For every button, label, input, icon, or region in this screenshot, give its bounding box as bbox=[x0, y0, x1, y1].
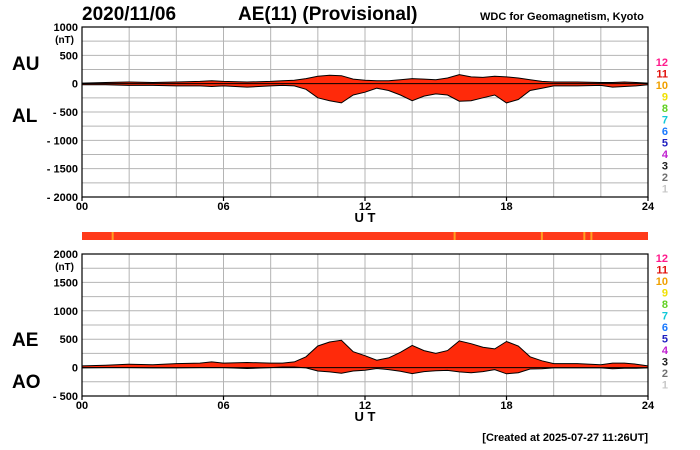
series-fill-ae-ao bbox=[82, 340, 648, 374]
data-source: WDC for Geomagnetism, Kyoto bbox=[480, 11, 644, 23]
legend-item-8: 8 bbox=[662, 299, 668, 311]
unit-label: (nT) bbox=[55, 262, 74, 273]
y-tick-label: 1000 bbox=[54, 22, 78, 34]
y-tick-label: 1000 bbox=[54, 306, 78, 318]
x-tick-label: 12 bbox=[359, 201, 371, 213]
ao-label: AO bbox=[12, 372, 41, 393]
y-tick-label: 500 bbox=[60, 50, 78, 62]
legend-item-7: 7 bbox=[662, 311, 668, 323]
created-timestamp: [Created at 2025-07-27 11:26UT] bbox=[482, 432, 648, 444]
x-tick-label: 18 bbox=[500, 400, 512, 412]
y-tick-label: 0 bbox=[72, 363, 78, 375]
x-tick-label: 06 bbox=[217, 400, 229, 412]
x-tick-label: 12 bbox=[359, 400, 371, 412]
legend-item-7: 7 bbox=[662, 115, 668, 127]
x-tick-label: 00 bbox=[76, 201, 88, 213]
legend-item-10: 10 bbox=[656, 80, 668, 92]
quality-marker bbox=[583, 232, 586, 240]
y-tick-label: - 2000 bbox=[47, 192, 78, 204]
x-axis-label: U T bbox=[355, 409, 376, 424]
x-tick-label: 18 bbox=[500, 201, 512, 213]
legend-item-1: 1 bbox=[662, 184, 668, 196]
x-tick-label: 24 bbox=[642, 400, 655, 412]
al-label: AL bbox=[12, 106, 38, 127]
legend-item-3: 3 bbox=[662, 357, 668, 369]
quality-marker bbox=[540, 232, 543, 240]
y-tick-label: - 1500 bbox=[47, 164, 78, 176]
y-tick-label: 1500 bbox=[54, 277, 78, 289]
legend-item-4: 4 bbox=[662, 149, 669, 161]
y-tick-label: - 1000 bbox=[47, 135, 78, 147]
legend-item-8: 8 bbox=[662, 103, 668, 115]
legend-item-6: 6 bbox=[662, 126, 668, 138]
x-tick-label: 24 bbox=[642, 201, 655, 213]
x-axis-label: U T bbox=[355, 210, 376, 225]
y-tick-label: 2000 bbox=[54, 249, 78, 261]
y-tick-label: 0 bbox=[72, 79, 78, 91]
legend-item-10: 10 bbox=[656, 276, 668, 288]
y-tick-label: - 500 bbox=[53, 107, 78, 119]
quality-marker bbox=[590, 232, 593, 240]
legend-item-5: 5 bbox=[662, 334, 668, 346]
x-tick-label: 00 bbox=[76, 400, 88, 412]
series-line-ae bbox=[81, 339, 649, 367]
quality-bar bbox=[82, 232, 648, 240]
x-tick-label: 06 bbox=[217, 201, 229, 213]
legend-item-11: 11 bbox=[656, 265, 668, 277]
date-title: 2020/11/06 bbox=[82, 4, 177, 25]
ae-label: AE bbox=[12, 330, 39, 351]
legend-item-12: 12 bbox=[656, 253, 668, 265]
au-label: AU bbox=[12, 54, 40, 75]
legend-item-5: 5 bbox=[662, 138, 668, 150]
legend-item-12: 12 bbox=[656, 57, 668, 69]
legend-item-4: 4 bbox=[662, 345, 669, 357]
legend-item-6: 6 bbox=[662, 322, 668, 334]
legend-item-9: 9 bbox=[662, 92, 668, 104]
legend-item-2: 2 bbox=[662, 368, 668, 380]
unit-label: (nT) bbox=[55, 35, 74, 46]
legend-item-2: 2 bbox=[662, 172, 668, 184]
legend-item-9: 9 bbox=[662, 288, 668, 300]
series-line-al bbox=[82, 84, 649, 104]
quality-marker bbox=[453, 232, 456, 240]
chart-title: AE(11) (Provisional) bbox=[238, 4, 418, 25]
legend-item-1: 1 bbox=[662, 380, 668, 392]
y-tick-label: - 500 bbox=[53, 391, 78, 403]
y-tick-label: 500 bbox=[60, 334, 78, 346]
legend-item-11: 11 bbox=[656, 69, 668, 81]
legend-item-3: 3 bbox=[662, 161, 668, 173]
series-line-au bbox=[81, 74, 649, 84]
quality-marker bbox=[111, 232, 114, 240]
